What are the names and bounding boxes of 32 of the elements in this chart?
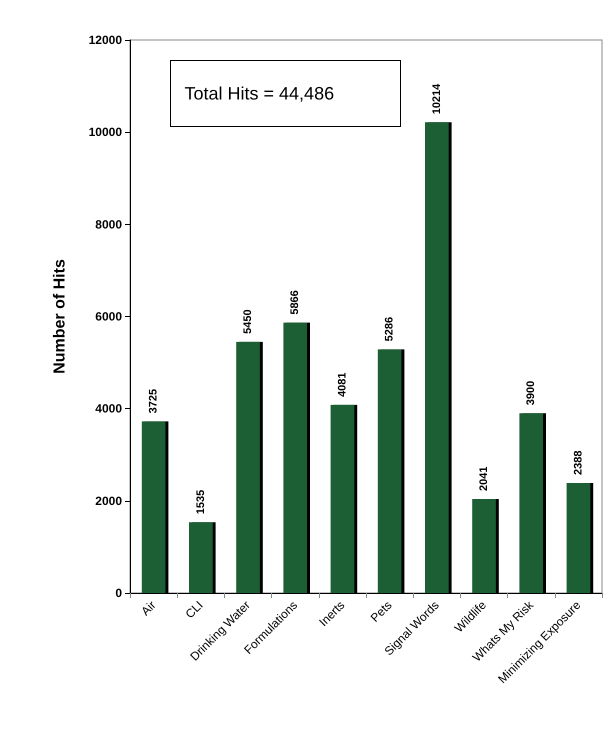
- data-label: 5450: [242, 309, 254, 334]
- bar: [519, 413, 543, 593]
- y-tick-label: 6000: [95, 310, 122, 324]
- bar: [283, 322, 307, 593]
- y-tick-label: 0: [115, 586, 122, 600]
- x-tick-label: Pets: [368, 598, 395, 625]
- data-label: 3900: [525, 380, 538, 406]
- data-label: 5286: [384, 316, 396, 342]
- data-label: 1535: [194, 490, 207, 514]
- annotation: Total Hits = 44,486: [184, 84, 334, 104]
- data-label: 10214: [430, 82, 443, 114]
- data-label: 2041: [478, 466, 490, 491]
- y-tick-label: 4000: [95, 402, 122, 416]
- y-tick-label: 12000: [88, 33, 122, 47]
- data-label: 5866: [289, 290, 302, 315]
- data-label: 3725: [148, 388, 160, 414]
- bar: [566, 482, 590, 593]
- y-axis-title: Number of Hits: [52, 259, 68, 374]
- y-tick-label: 8000: [95, 217, 122, 232]
- x-tick-label: Air: [138, 598, 159, 618]
- bar: [189, 522, 213, 593]
- bar: [425, 122, 449, 593]
- y-tick-label: 10000: [88, 125, 122, 140]
- data-label: 2388: [572, 450, 584, 475]
- bar: [378, 349, 402, 593]
- bar: [142, 421, 166, 593]
- bar: [236, 342, 260, 593]
- x-tick-label: CLI: [182, 598, 206, 622]
- bar: [330, 404, 354, 593]
- data-label: 4081: [336, 372, 348, 397]
- bar: [472, 498, 496, 593]
- y-tick-label: 2000: [95, 494, 122, 508]
